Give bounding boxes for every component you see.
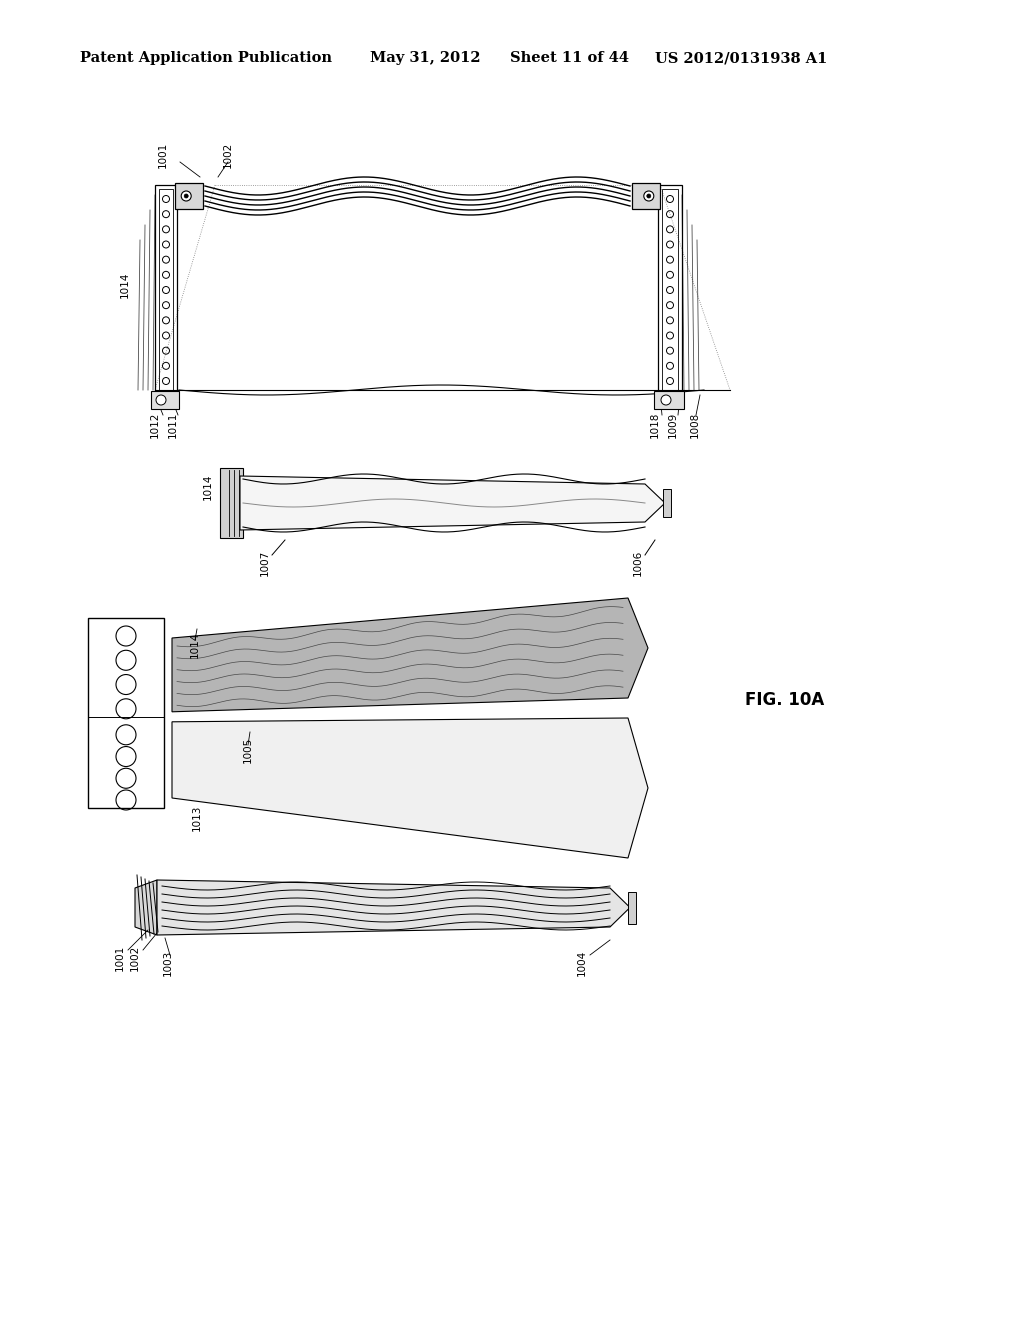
Text: Sheet 11 of 44: Sheet 11 of 44 xyxy=(510,51,629,65)
Bar xyxy=(662,189,678,391)
Text: 1009: 1009 xyxy=(668,412,678,438)
Text: 1005: 1005 xyxy=(243,737,253,763)
Polygon shape xyxy=(157,880,630,935)
Circle shape xyxy=(662,395,671,405)
Text: US 2012/0131938 A1: US 2012/0131938 A1 xyxy=(655,51,827,65)
Polygon shape xyxy=(172,718,648,858)
Text: 1004: 1004 xyxy=(577,950,587,975)
Bar xyxy=(159,189,173,391)
Text: 1014: 1014 xyxy=(120,272,130,298)
Bar xyxy=(654,391,684,409)
Text: 1002: 1002 xyxy=(223,141,233,168)
Circle shape xyxy=(184,194,188,198)
Text: Patent Application Publication: Patent Application Publication xyxy=(80,51,332,65)
Polygon shape xyxy=(240,477,665,531)
Circle shape xyxy=(181,191,191,201)
Text: May 31, 2012: May 31, 2012 xyxy=(370,51,480,65)
Text: 1018: 1018 xyxy=(650,412,660,438)
Text: 1014: 1014 xyxy=(203,474,213,500)
Bar xyxy=(658,185,682,395)
Bar xyxy=(175,183,203,209)
Text: 1008: 1008 xyxy=(690,412,700,438)
Polygon shape xyxy=(135,880,157,935)
Text: 1014: 1014 xyxy=(190,632,200,659)
Bar xyxy=(663,488,671,517)
Circle shape xyxy=(156,395,166,405)
Text: FIG. 10A: FIG. 10A xyxy=(745,690,824,709)
Text: 1011: 1011 xyxy=(168,412,178,438)
Bar xyxy=(151,391,179,409)
Text: 1003: 1003 xyxy=(163,950,173,975)
Circle shape xyxy=(644,191,653,201)
Text: 1007: 1007 xyxy=(260,550,270,576)
Bar xyxy=(155,185,177,395)
Bar xyxy=(628,891,636,924)
Text: 1012: 1012 xyxy=(150,412,160,438)
Circle shape xyxy=(647,194,651,198)
Text: 1001: 1001 xyxy=(158,141,168,168)
Text: 1006: 1006 xyxy=(633,550,643,576)
Text: 1013: 1013 xyxy=(193,805,202,832)
Polygon shape xyxy=(172,598,648,711)
Bar xyxy=(88,618,164,808)
Bar xyxy=(632,183,660,209)
Polygon shape xyxy=(220,469,243,539)
Text: 1002: 1002 xyxy=(130,945,140,972)
Text: 1001: 1001 xyxy=(115,945,125,972)
